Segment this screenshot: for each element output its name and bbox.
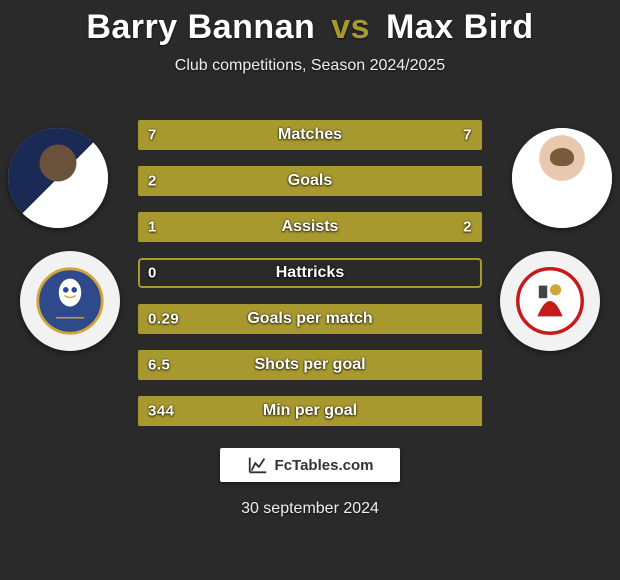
comparison-title: Barry Bannan vs Max Bird: [0, 0, 620, 47]
stat-label: Assists: [138, 218, 482, 236]
site-label: FcTables.com: [275, 457, 374, 474]
stat-row: 12Assists: [138, 212, 482, 242]
player1-club-crest: [20, 251, 120, 351]
site-badge: FcTables.com: [220, 448, 400, 482]
player2-club-crest: [500, 251, 600, 351]
stat-label: Goals per match: [138, 310, 482, 328]
stat-row: 0Hattricks: [138, 258, 482, 288]
player2-avatar: [512, 128, 612, 228]
player1-avatar: [8, 128, 108, 228]
stat-label: Matches: [138, 126, 482, 144]
stat-label: Goals: [138, 172, 482, 190]
stat-row: 6.5Shots per goal: [138, 350, 482, 380]
chart-icon: [247, 454, 269, 476]
stat-row: 344Min per goal: [138, 396, 482, 426]
player1-name: Barry Bannan: [86, 8, 315, 46]
stat-row: 2Goals: [138, 166, 482, 196]
date: 30 september 2024: [0, 500, 620, 518]
vs-separator: vs: [331, 8, 370, 46]
stat-label: Min per goal: [138, 402, 482, 420]
subtitle: Club competitions, Season 2024/2025: [0, 57, 620, 75]
stat-row: 0.29Goals per match: [138, 304, 482, 334]
stat-row: 77Matches: [138, 120, 482, 150]
stat-label: Hattricks: [138, 264, 482, 282]
comparison-bars: 77Matches 2Goals 12Assists 0Hattricks 0.29Go…: [138, 120, 482, 442]
player2-name: Max Bird: [386, 8, 534, 46]
stat-label: Shots per goal: [138, 356, 482, 374]
